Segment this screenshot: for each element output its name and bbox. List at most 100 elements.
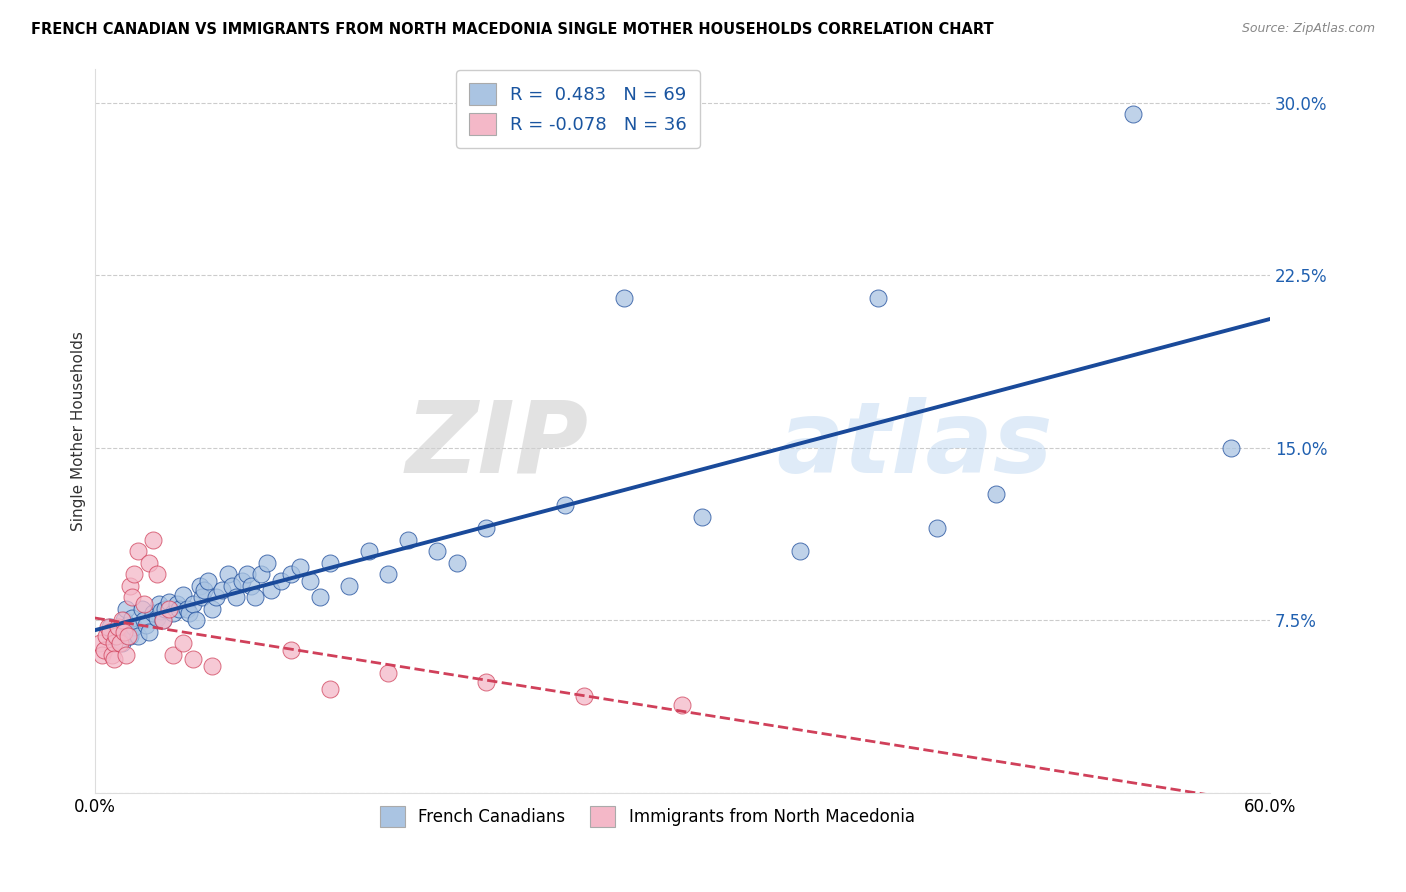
- Point: [118, 579, 141, 593]
- Point: [217, 567, 239, 582]
- Point: [475, 521, 498, 535]
- Point: [245, 591, 267, 605]
- Point: [132, 613, 155, 627]
- Point: [309, 591, 332, 605]
- Point: [186, 613, 208, 627]
- Point: [299, 574, 322, 589]
- Point: [142, 533, 165, 547]
- Point: [152, 613, 174, 627]
- Point: [112, 613, 135, 627]
- Point: [1220, 441, 1243, 455]
- Point: [181, 597, 204, 611]
- Point: [131, 601, 153, 615]
- Point: [446, 556, 468, 570]
- Point: [177, 607, 200, 621]
- Point: [337, 579, 360, 593]
- Point: [108, 636, 131, 650]
- Point: [107, 624, 129, 639]
- Point: [115, 648, 138, 662]
- Point: [157, 601, 180, 615]
- Point: [613, 292, 636, 306]
- Point: [162, 607, 184, 621]
- Point: [205, 591, 228, 605]
- Point: [150, 604, 173, 618]
- Point: [138, 556, 160, 570]
- Point: [789, 544, 811, 558]
- Point: [157, 595, 180, 609]
- Point: [112, 624, 135, 639]
- Text: atlas: atlas: [776, 397, 1053, 493]
- Point: [103, 636, 125, 650]
- Text: ZIP: ZIP: [405, 397, 588, 493]
- Text: Source: ZipAtlas.com: Source: ZipAtlas.com: [1241, 22, 1375, 36]
- Point: [868, 292, 890, 306]
- Point: [148, 597, 170, 611]
- Point: [103, 629, 125, 643]
- Point: [121, 591, 143, 605]
- Point: [190, 579, 212, 593]
- Text: FRENCH CANADIAN VS IMMIGRANTS FROM NORTH MACEDONIA SINGLE MOTHER HOUSEHOLDS CORR: FRENCH CANADIAN VS IMMIGRANTS FROM NORTH…: [31, 22, 994, 37]
- Point: [377, 666, 399, 681]
- Point: [107, 620, 129, 634]
- Point: [211, 583, 233, 598]
- Point: [984, 487, 1007, 501]
- Point: [221, 579, 243, 593]
- Point: [97, 620, 120, 634]
- Point: [197, 574, 219, 589]
- Point: [231, 574, 253, 589]
- Point: [91, 648, 114, 662]
- Point: [166, 597, 188, 611]
- Point: [118, 629, 141, 643]
- Point: [193, 583, 215, 598]
- Point: [280, 643, 302, 657]
- Point: [111, 636, 134, 650]
- Point: [98, 620, 121, 634]
- Point: [396, 533, 419, 547]
- Point: [152, 613, 174, 627]
- Point: [96, 629, 118, 643]
- Point: [256, 556, 278, 570]
- Point: [98, 624, 121, 639]
- Point: [927, 521, 949, 535]
- Point: [134, 617, 156, 632]
- Point: [89, 636, 111, 650]
- Point: [201, 659, 224, 673]
- Point: [146, 567, 169, 582]
- Point: [690, 509, 713, 524]
- Point: [377, 567, 399, 582]
- Point: [115, 601, 138, 615]
- Point: [127, 629, 149, 643]
- Point: [172, 636, 194, 650]
- Point: [240, 579, 263, 593]
- Point: [176, 601, 198, 615]
- Point: [357, 544, 380, 558]
- Point: [167, 601, 190, 615]
- Point: [671, 698, 693, 713]
- Point: [142, 607, 165, 621]
- Point: [122, 567, 145, 582]
- Point: [172, 588, 194, 602]
- Point: [117, 629, 139, 643]
- Point: [93, 643, 115, 657]
- Point: [236, 567, 259, 582]
- Point: [122, 620, 145, 634]
- Point: [121, 611, 143, 625]
- Point: [475, 675, 498, 690]
- Point: [1122, 107, 1144, 121]
- Point: [181, 652, 204, 666]
- Point: [290, 560, 312, 574]
- Point: [153, 601, 176, 615]
- Point: [225, 591, 247, 605]
- Point: [127, 544, 149, 558]
- Point: [260, 583, 283, 598]
- Point: [426, 544, 449, 558]
- Point: [554, 498, 576, 512]
- Point: [105, 629, 128, 643]
- Point: [111, 613, 134, 627]
- Point: [191, 591, 214, 605]
- Point: [280, 567, 302, 582]
- Point: [162, 648, 184, 662]
- Point: [270, 574, 292, 589]
- Legend: French Canadians, Immigrants from North Macedonia: French Canadians, Immigrants from North …: [371, 798, 922, 835]
- Y-axis label: Single Mother Households: Single Mother Households: [72, 331, 86, 531]
